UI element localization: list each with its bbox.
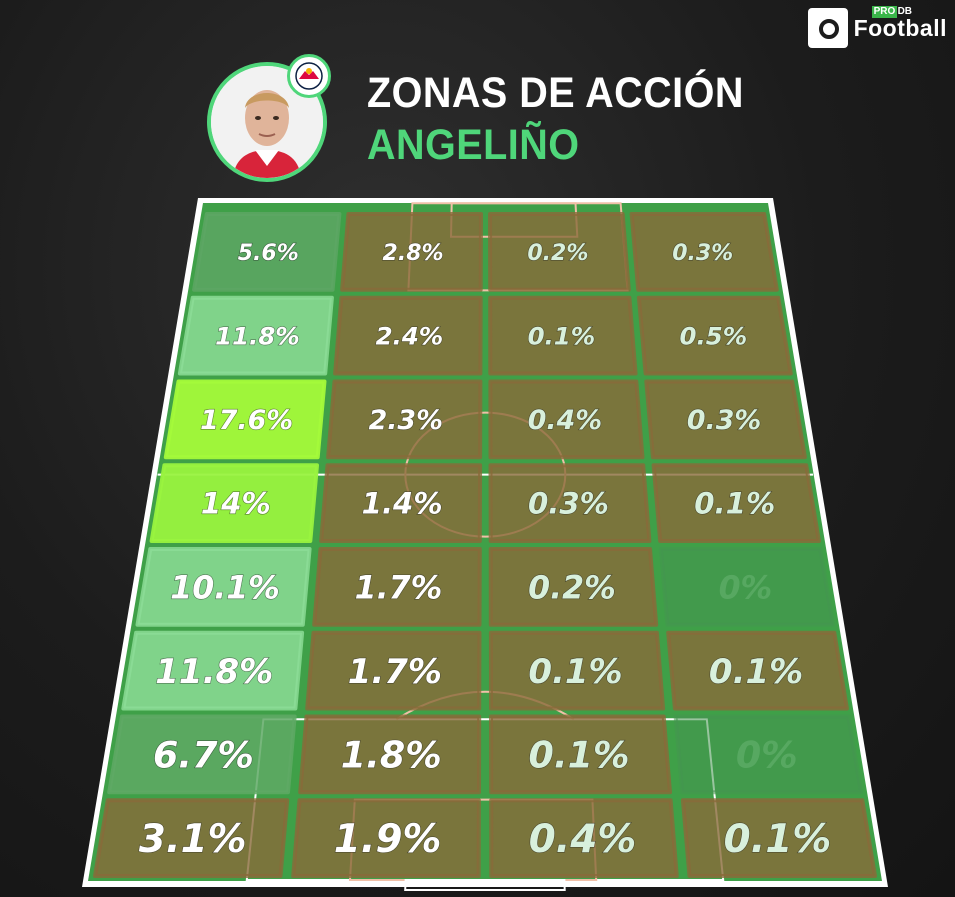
zone-cell-r7-c2: [489, 798, 679, 878]
logo-pro: PRO: [871, 6, 898, 18]
zone-value-r3-c0: 14%: [201, 487, 271, 521]
zone-value-r7-c2: 0.4%: [529, 817, 637, 862]
logo-db: DB: [897, 6, 913, 17]
zone-cell-r1-c2: [488, 295, 638, 376]
zone-value-r2-c2: 0.4%: [528, 405, 602, 436]
player-name: ANGELIÑO: [367, 121, 580, 169]
zone-value-r6-c2: 0.1%: [529, 733, 630, 776]
zone-value-r7-c1: 1.9%: [334, 817, 442, 862]
zone-value-r5-c0: 11.8%: [155, 652, 273, 692]
zone-cell-r6-c0: [107, 714, 297, 795]
logo-text: PRO DB Football: [853, 6, 947, 48]
zone-cell-r4-c2: [488, 547, 659, 627]
logo-football: Football: [853, 15, 947, 41]
zone-cell-r6-c2: [489, 714, 672, 795]
zone-value-r0-c0: 5.6%: [238, 241, 299, 266]
zone-value-r3-c1: 1.4%: [362, 487, 443, 521]
heatmap-cells: 5.6% 2.8% 0.2% 0.3% 11.8% 2.4% 0.1% 0.5% 17.6% 2.…: [93, 212, 877, 878]
zone-cell-r7-c3: [680, 798, 877, 878]
zone-cell-r2-c2: [488, 379, 645, 460]
zone-value-r5-c3: 0.1%: [709, 652, 803, 692]
zone-cell-r3-c1: [319, 463, 483, 543]
zone-cell-r5-c1: [305, 630, 482, 711]
zone-value-r7-c0: 3.1%: [139, 817, 247, 862]
bottom-goal: [404, 879, 566, 891]
zone-value-r2-c1: 2.3%: [369, 405, 443, 436]
zone-value-r6-c1: 1.8%: [341, 733, 442, 776]
zone-value-r2-c0: 17.6%: [200, 405, 293, 436]
zone-cell-r2-c3: [644, 379, 807, 460]
zone-cell-r4-c1: [312, 547, 482, 627]
zone-value-r6-c0: 6.7%: [153, 733, 254, 776]
zone-cell-r6-c1: [298, 714, 482, 795]
club-badge-icon: [287, 54, 331, 98]
zone-value-r0-c1: 2.8%: [383, 241, 444, 266]
zone-cell-r5-c0: [121, 630, 305, 711]
zone-cell-r0-c0: [192, 212, 342, 292]
zone-value-r2-c3: 0.3%: [687, 405, 761, 436]
zone-value-r5-c2: 0.1%: [528, 652, 622, 692]
zone-value-r7-c3: 0.1%: [724, 817, 832, 862]
zone-value-r4-c0: 10.1%: [170, 570, 280, 606]
zone-cell-r5-c3: [666, 630, 849, 711]
zone-cell-r2-c1: [326, 379, 483, 460]
zone-value-r1-c0: 11.8%: [215, 321, 300, 350]
zone-cell-r1-c0: [177, 295, 334, 376]
zone-cell-r6-c3: [673, 714, 863, 795]
zone-cell-r7-c1: [291, 798, 481, 878]
rb-leipzig-crest-icon: [295, 62, 323, 90]
zone-value-r3-c3: 0.1%: [694, 487, 775, 521]
zone-value-r0-c3: 0.3%: [672, 241, 733, 266]
logo-icon: [807, 8, 848, 48]
zone-cell-r3-c0: [149, 463, 319, 543]
zone-cell-r7-c0: [93, 798, 290, 878]
zone-cell-r0-c1: [340, 212, 483, 292]
zone-value-r3-c2: 0.3%: [528, 487, 609, 521]
zone-cell-r1-c3: [636, 295, 793, 376]
zone-cell-r1-c1: [333, 295, 483, 376]
profootballdb-logo: PRO DB Football: [807, 6, 947, 48]
zone-cell-r3-c3: [651, 463, 821, 543]
zone-value-r4-c1: 1.7%: [355, 570, 443, 606]
zone-value-r6-c3: 0%: [736, 733, 798, 776]
zone-value-r1-c3: 0.5%: [680, 321, 748, 350]
zone-value-r1-c1: 2.4%: [376, 321, 444, 350]
zone-cell-r2-c0: [163, 379, 327, 460]
zone-value-r5-c1: 1.7%: [348, 652, 442, 692]
zone-value-r1-c2: 0.1%: [528, 321, 596, 350]
zone-cell-r3-c2: [488, 463, 652, 543]
page-title: ZONAS DE ACCIÓN: [367, 69, 744, 117]
zone-value-r4-c2: 0.2%: [528, 570, 616, 606]
zone-value-r4-c3: 0%: [719, 570, 773, 606]
zone-cell-r4-c0: [135, 547, 312, 627]
zone-cell-r0-c2: [488, 212, 631, 292]
player-avatar: [207, 62, 327, 182]
zone-value-r0-c2: 0.2%: [527, 241, 588, 266]
zone-cell-r4-c3: [658, 547, 835, 627]
zone-cell-r5-c2: [488, 630, 666, 711]
zone-cell-r0-c3: [629, 212, 779, 292]
